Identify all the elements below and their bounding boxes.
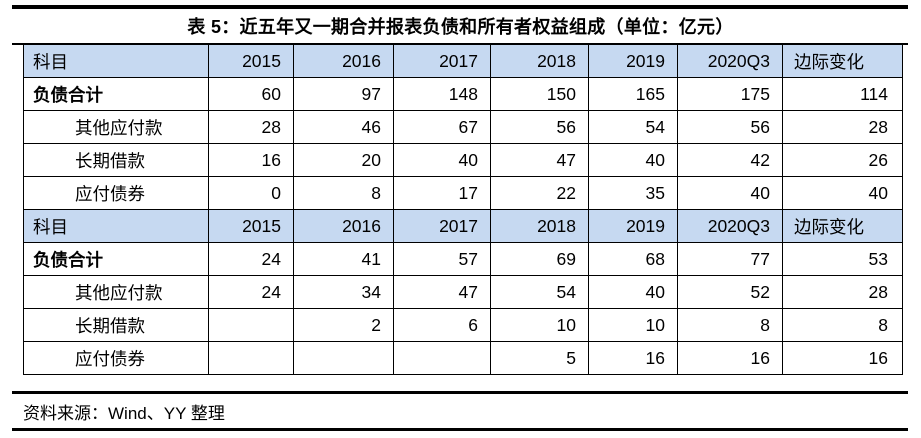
table-title: 表 5：近五年又一期合并报表负债和所有者权益组成（单位：亿元） — [187, 17, 734, 37]
table-row: 负债合计 60 97 148 150 165 175 114 — [23, 77, 903, 111]
value-cell: 150 — [490, 77, 589, 111]
value-cell: 5 — [490, 341, 589, 375]
col-header-2016: 2016 — [293, 44, 394, 78]
value-cell — [208, 308, 294, 342]
value-cell: 56 — [490, 110, 589, 144]
table-row: 应付债券 0 8 17 22 35 40 40 — [23, 176, 903, 210]
value-cell — [293, 341, 394, 375]
value-cell: 175 — [677, 77, 783, 111]
col-header-2016: 2016 — [293, 209, 394, 243]
marginal-change-cell: 40 — [782, 176, 903, 210]
row-label-cell: 其他应付款 — [23, 110, 209, 144]
section1-header-row: 科目 2015 2016 2017 2018 2019 2020Q3 边际变化 — [23, 44, 903, 78]
col-header-2017: 2017 — [393, 44, 491, 78]
marginal-change-cell: 28 — [782, 110, 903, 144]
col-header-2019: 2019 — [588, 209, 678, 243]
financial-table: 科目 2015 2016 2017 2018 2019 2020Q3 边际变化 … — [23, 44, 903, 375]
col-header-subject: 科目 — [23, 44, 209, 78]
value-cell: 67 — [393, 110, 491, 144]
table-row: 长期借款 2 6 10 10 8 8 — [23, 308, 903, 342]
value-cell: 40 — [588, 275, 678, 309]
value-cell: 41 — [293, 242, 394, 276]
value-cell: 16 — [588, 341, 678, 375]
value-cell: 97 — [293, 77, 394, 111]
col-header-2020q3: 2020Q3 — [677, 44, 783, 78]
value-cell: 148 — [393, 77, 491, 111]
col-header-2018: 2018 — [490, 209, 589, 243]
value-cell: 40 — [588, 143, 678, 177]
row-label-cell: 负债合计 — [23, 242, 209, 276]
value-cell: 10 — [588, 308, 678, 342]
value-cell: 34 — [293, 275, 394, 309]
col-header-2017: 2017 — [393, 209, 491, 243]
value-cell: 40 — [393, 143, 491, 177]
value-cell: 0 — [208, 176, 294, 210]
col-header-marginal-change: 边际变化 — [782, 44, 903, 78]
value-cell: 8 — [293, 176, 394, 210]
value-cell: 52 — [677, 275, 783, 309]
marginal-change-cell: 26 — [782, 143, 903, 177]
value-cell: 42 — [677, 143, 783, 177]
value-cell: 56 — [677, 110, 783, 144]
marginal-change-cell: 8 — [782, 308, 903, 342]
value-cell: 16 — [208, 143, 294, 177]
value-cell: 68 — [588, 242, 678, 276]
source-note: 资料来源：Wind、YY 整理 — [23, 404, 225, 423]
value-cell: 35 — [588, 176, 678, 210]
bottom-rule — [12, 428, 908, 431]
col-header-2018: 2018 — [490, 44, 589, 78]
col-header-marginal-change: 边际变化 — [782, 209, 903, 243]
value-cell: 24 — [208, 275, 294, 309]
table-row: 应付债券 5 16 16 16 — [23, 341, 903, 375]
marginal-change-cell: 114 — [782, 77, 903, 111]
marginal-change-cell: 53 — [782, 242, 903, 276]
value-cell: 60 — [208, 77, 294, 111]
marginal-change-cell: 16 — [782, 341, 903, 375]
value-cell: 40 — [677, 176, 783, 210]
value-cell — [208, 341, 294, 375]
col-header-subject: 科目 — [23, 209, 209, 243]
table-bottom-rule — [12, 391, 908, 394]
value-cell: 22 — [490, 176, 589, 210]
value-cell: 46 — [293, 110, 394, 144]
section2-header-row: 科目 2015 2016 2017 2018 2019 2020Q3 边际变化 — [23, 209, 903, 243]
value-cell: 69 — [490, 242, 589, 276]
value-cell: 24 — [208, 242, 294, 276]
top-rule — [12, 5, 908, 9]
value-cell — [393, 341, 491, 375]
row-label-cell: 其他应付款 — [23, 275, 209, 309]
value-cell: 54 — [490, 275, 589, 309]
table-row: 其他应付款 24 34 47 54 40 52 28 — [23, 275, 903, 309]
value-cell: 77 — [677, 242, 783, 276]
value-cell: 165 — [588, 77, 678, 111]
row-label-cell: 应付债券 — [23, 341, 209, 375]
value-cell: 54 — [588, 110, 678, 144]
row-label-cell: 长期借款 — [23, 143, 209, 177]
row-label-cell: 应付债券 — [23, 176, 209, 210]
table-row: 负债合计 24 41 57 69 68 77 53 — [23, 242, 903, 276]
value-cell: 20 — [293, 143, 394, 177]
value-cell: 47 — [393, 275, 491, 309]
value-cell: 8 — [677, 308, 783, 342]
table-row: 长期借款 16 20 40 47 40 42 26 — [23, 143, 903, 177]
marginal-change-cell: 28 — [782, 275, 903, 309]
row-label-cell: 负债合计 — [23, 77, 209, 111]
value-cell: 57 — [393, 242, 491, 276]
col-header-2020q3: 2020Q3 — [677, 209, 783, 243]
value-cell: 6 — [393, 308, 491, 342]
row-label-cell: 长期借款 — [23, 308, 209, 342]
value-cell: 47 — [490, 143, 589, 177]
table-row: 其他应付款 28 46 67 56 54 56 28 — [23, 110, 903, 144]
col-header-2019: 2019 — [588, 44, 678, 78]
value-cell: 16 — [677, 341, 783, 375]
value-cell: 2 — [293, 308, 394, 342]
col-header-2015: 2015 — [208, 209, 294, 243]
value-cell: 28 — [208, 110, 294, 144]
col-header-2015: 2015 — [208, 44, 294, 78]
value-cell: 10 — [490, 308, 589, 342]
value-cell: 17 — [393, 176, 491, 210]
